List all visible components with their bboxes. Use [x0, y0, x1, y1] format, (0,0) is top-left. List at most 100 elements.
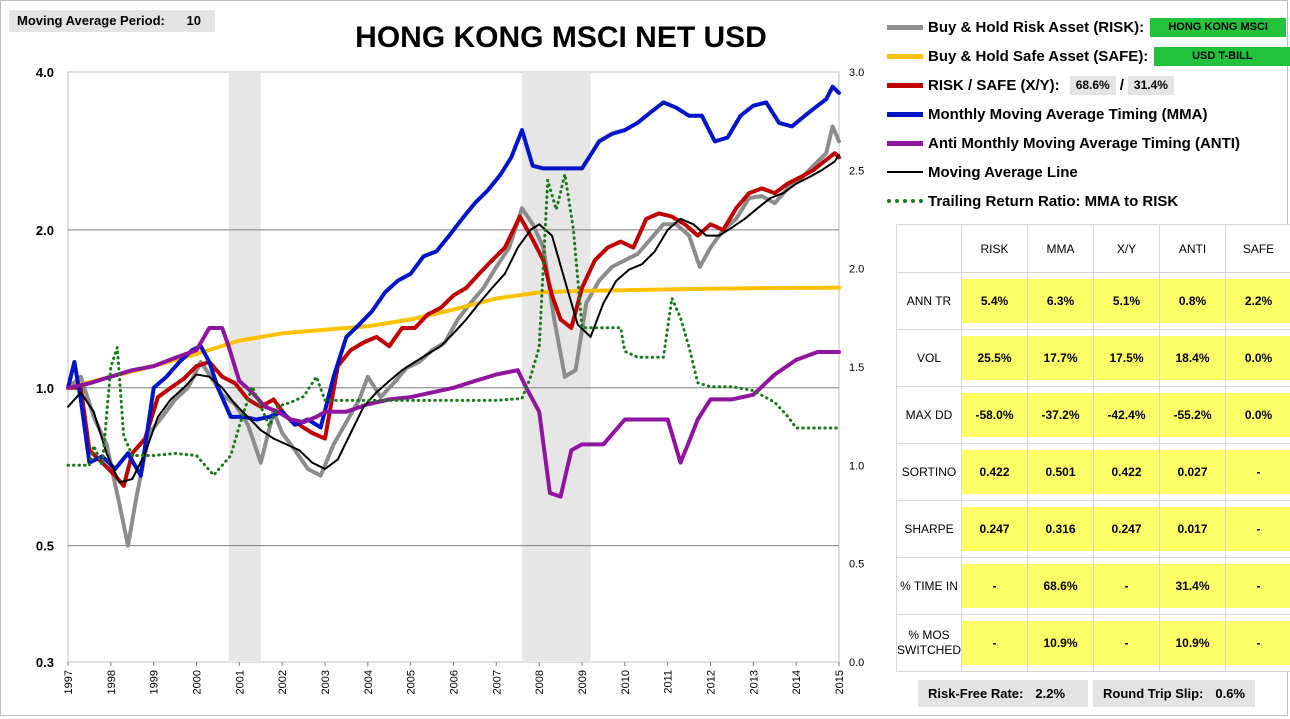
legend-ratio: Trailing Return Ratio: MMA to RISK	[887, 190, 1178, 212]
stat-cell: 25.5%	[962, 330, 1028, 387]
legend-anti-label: Anti Monthly Moving Average Timing (ANTI…	[928, 135, 1240, 152]
stat-value: 0.422	[962, 450, 1027, 494]
stat-value: -42.4%	[1094, 393, 1159, 437]
y-right-tick-label: 3.0	[849, 67, 864, 79]
legend-risk: Buy & Hold Risk Asset (RISK): HONG KONG …	[887, 16, 1286, 38]
col-header-safe: SAFE	[1226, 225, 1290, 273]
stat-value: 18.4%	[1160, 336, 1225, 380]
stat-value: -	[1094, 564, 1159, 608]
stats-header-row: RISK MMA X/Y ANTI SAFE	[897, 225, 1290, 273]
row-label-line: % MOS	[908, 628, 949, 642]
y-right-tick-label: 0.5	[849, 559, 864, 571]
legend-risk-swatch	[887, 25, 923, 30]
stat-cell: 0.422	[962, 444, 1028, 501]
stat-value: 0.027	[1160, 450, 1225, 494]
risk-free-label: Risk-Free Rate:	[928, 686, 1023, 701]
legend-anti: Anti Monthly Moving Average Timing (ANTI…	[887, 132, 1240, 154]
y-left-tick-label: 4.0	[36, 65, 54, 80]
x-tick-label: 2006	[449, 670, 461, 694]
col-header-risk: RISK	[962, 225, 1028, 273]
y-right-tick-label: 2.5	[849, 165, 864, 177]
row-label: ANN TR	[897, 273, 962, 330]
y-right-tick-label: 2.0	[849, 264, 864, 276]
row-label: % TIME IN	[897, 558, 962, 615]
plot-area	[68, 72, 839, 662]
stat-value: -	[1226, 564, 1290, 608]
stat-value: 0.501	[1028, 450, 1093, 494]
stat-cell: 0.8%	[1160, 273, 1226, 330]
y-left-tick-label: 1.0	[36, 381, 54, 396]
stat-value: 17.7%	[1028, 336, 1093, 380]
xy-separator: /	[1120, 77, 1124, 94]
legend-xy-swatch	[887, 83, 923, 88]
performance-chart: 4.02.01.00.50.33.02.52.01.51.00.50.01997…	[1, 1, 881, 719]
y-right-tick-label: 0.0	[849, 657, 864, 669]
stat-cell: -	[1226, 615, 1290, 672]
stat-cell: 0.0%	[1226, 330, 1290, 387]
stat-cell: -58.0%	[962, 387, 1028, 444]
stat-value: 0.247	[1094, 507, 1159, 551]
stat-cell: 68.6%	[1028, 558, 1094, 615]
xy-safe-pct: 31.4%	[1128, 76, 1174, 95]
col-header-anti: ANTI	[1160, 225, 1226, 273]
stat-value: 68.6%	[1028, 564, 1093, 608]
slip-value[interactable]: 0.6%	[1215, 686, 1245, 701]
stat-cell: 0.0%	[1226, 387, 1290, 444]
row-label: SHARPE	[897, 501, 962, 558]
row-label-line: SWITCHED	[897, 643, 961, 657]
stat-cell: -	[962, 558, 1028, 615]
stats-table: RISK MMA X/Y ANTI SAFE ANN TR 5.4% 6.3% …	[896, 224, 1290, 672]
legend-mma-label: Monthly Moving Average Timing (MMA)	[928, 106, 1207, 123]
x-tick-label: 2010	[620, 670, 632, 694]
stats-corner	[897, 225, 962, 273]
stat-cell: 0.501	[1028, 444, 1094, 501]
y-right-tick-label: 1.5	[849, 362, 864, 374]
slip-label: Round Trip Slip:	[1103, 686, 1203, 701]
stats-row-max-dd: MAX DD -58.0% -37.2% -42.4% -55.2% 0.0%	[897, 387, 1290, 444]
round-trip-slip[interactable]: Round Trip Slip: 0.6%	[1093, 680, 1255, 707]
stat-cell: -	[1094, 615, 1160, 672]
risk-free-rate[interactable]: Risk-Free Rate: 2.2%	[918, 680, 1088, 707]
legend-safe-swatch	[887, 54, 923, 59]
stat-value: -55.2%	[1160, 393, 1225, 437]
row-label: MAX DD	[897, 387, 962, 444]
stats-row-mos-switched: % MOS SWITCHED - 10.9% - 10.9% -	[897, 615, 1290, 672]
x-tick-label: 2014	[791, 670, 803, 694]
stat-value: -	[962, 621, 1027, 665]
stat-cell: 0.027	[1160, 444, 1226, 501]
row-label: % MOS SWITCHED	[897, 615, 962, 672]
risk-free-value[interactable]: 2.2%	[1035, 686, 1065, 701]
stat-cell: 31.4%	[1160, 558, 1226, 615]
stat-cell: -	[1094, 558, 1160, 615]
stat-value: 0.0%	[1226, 393, 1290, 437]
stat-cell: 0.316	[1028, 501, 1094, 558]
stat-value: 25.5%	[962, 336, 1027, 380]
stat-value: 2.2%	[1226, 279, 1290, 323]
safe-asset-selector[interactable]: USD T-BILL	[1154, 47, 1290, 66]
stat-value: 0.017	[1160, 507, 1225, 551]
x-tick-label: 2008	[534, 670, 546, 694]
col-header-xy: X/Y	[1094, 225, 1160, 273]
stat-cell: -42.4%	[1094, 387, 1160, 444]
risk-asset-selector[interactable]: HONG KONG MSCI	[1150, 18, 1286, 37]
stat-value: -	[1226, 621, 1290, 665]
y-left-tick-label: 0.5	[36, 539, 54, 554]
row-label: SORTINO	[897, 444, 962, 501]
x-tick-label: 2000	[192, 670, 204, 694]
stat-value: 0.8%	[1160, 279, 1225, 323]
x-tick-label: 2003	[320, 670, 332, 694]
stats-row-sortino: SORTINO 0.422 0.501 0.422 0.027 -	[897, 444, 1290, 501]
x-tick-label: 1998	[106, 670, 118, 694]
stat-value: 0.316	[1028, 507, 1093, 551]
legend-mma: Monthly Moving Average Timing (MMA)	[887, 103, 1207, 125]
stat-value: 0.422	[1094, 450, 1159, 494]
stat-cell: 17.7%	[1028, 330, 1094, 387]
stat-value: -	[1094, 621, 1159, 665]
stat-cell: 5.1%	[1094, 273, 1160, 330]
xy-risk-pct: 68.6%	[1070, 76, 1116, 95]
x-tick-label: 2007	[491, 670, 503, 694]
legend-xy: RISK / SAFE (X/Y): 68.6% / 31.4%	[887, 74, 1178, 96]
stat-value: -37.2%	[1028, 393, 1093, 437]
x-tick-label: 2005	[406, 670, 418, 694]
